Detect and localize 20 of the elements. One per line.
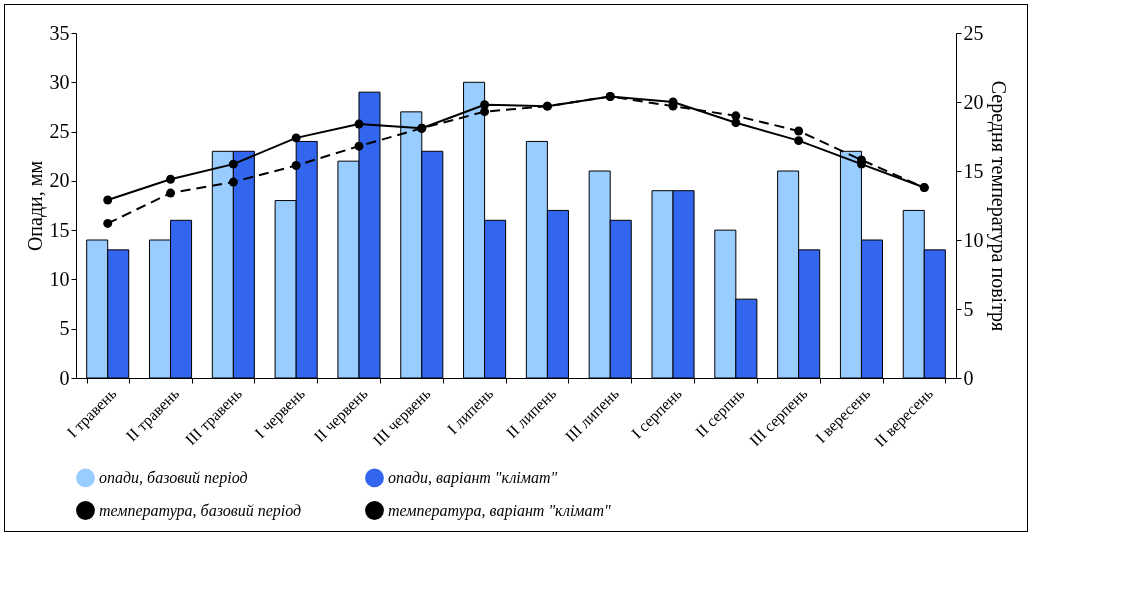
y-tick-label: 35 bbox=[49, 21, 70, 44]
y-axis-title: Опади, мм bbox=[23, 160, 47, 252]
y2-axis-title: Середня температура повітря bbox=[986, 80, 1010, 332]
y-tick-label: 5 bbox=[59, 317, 70, 340]
y2-tick-label: 5 bbox=[963, 297, 974, 320]
legend-label: опади, варіант "клімат" bbox=[388, 468, 558, 487]
y2-tick-label: 15 bbox=[963, 159, 984, 182]
y2-tick-label: 0 bbox=[963, 366, 974, 389]
y-tick-label: 25 bbox=[49, 120, 70, 143]
y2-tick-label: 20 bbox=[963, 90, 984, 113]
y-tick-label: 0 bbox=[59, 366, 70, 389]
legend-label: опади, базовий період bbox=[99, 468, 248, 487]
y-tick-label: 10 bbox=[49, 267, 70, 290]
y2-tick-label: 10 bbox=[963, 228, 984, 251]
y2-tick-label: 25 bbox=[963, 21, 984, 44]
legend-label: температура, варіант "клімат" bbox=[388, 501, 612, 520]
y-tick-label: 15 bbox=[49, 218, 70, 241]
y-tick-label: 20 bbox=[49, 169, 70, 192]
y-tick-label: 30 bbox=[49, 70, 70, 93]
legend-label: температура, базовий період bbox=[99, 501, 302, 520]
